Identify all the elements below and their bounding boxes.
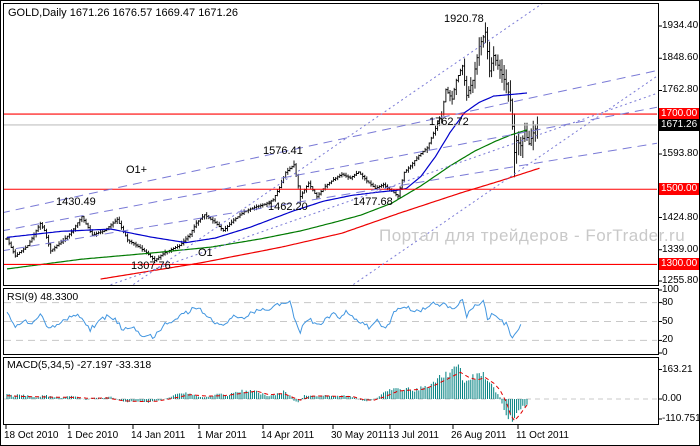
price-tick-label: 1339.00 <box>662 243 699 255</box>
price-level-label: 1671.26 <box>659 118 699 131</box>
price-tick-label: 1762.80 <box>662 84 699 96</box>
rsi-indicator-label: RSI(9) 48.3300 <box>7 291 79 303</box>
price-tick-label: 1934.40 <box>662 20 699 31</box>
watermark: Портал для трейдеров - ForTrader.ru <box>379 226 686 245</box>
date-tick-label: 1 Mar 2011 <box>197 430 247 441</box>
chart-annotation[interactable]: 1462.20 <box>268 201 308 213</box>
date-tick-label: 26 Aug 2011 <box>451 430 507 441</box>
macd-indicator-label: MACD(5,34,5) -27.197 -33.318 <box>7 359 152 371</box>
date-tick-label: 13 Jul 2011 <box>388 430 439 441</box>
rsi-tick-label: 50 <box>662 315 674 327</box>
price-tick-label: 1255.80 <box>662 275 699 287</box>
chart-annotation[interactable]: 1576.41 <box>263 145 303 157</box>
chart-annotation[interactable]: 1307.76 <box>131 260 171 272</box>
rsi-tick-label: 0 <box>662 347 668 358</box>
chart-annotation[interactable]: 1920.78 <box>444 13 484 25</box>
price-tick-label: 1424.80 <box>662 211 699 223</box>
rsi-tick-label: 100 <box>662 284 679 295</box>
rsi-tick-label: 80 <box>662 296 674 308</box>
chart-annotation[interactable]: 1477.68 <box>353 196 393 208</box>
price-level-label: 1300.00 <box>659 258 699 271</box>
rsi-tick-label: 20 <box>662 334 674 346</box>
price-level-label: 1700.00 <box>659 108 699 121</box>
chart-annotation[interactable]: 1430.49 <box>56 196 96 208</box>
date-tick-label: 30 May 2011 <box>331 430 389 441</box>
price-tick-label: 1848.60 <box>662 52 699 64</box>
date-tick-label: 11 Oct 2011 <box>516 430 569 441</box>
macd-tick-label: -110.751 <box>662 413 700 424</box>
chart-annotation[interactable]: O1 <box>198 247 213 259</box>
chart-title: GOLD,Daily 1671.26 1676.57 1669.47 1671.… <box>8 7 238 19</box>
main-chart-panel[interactable] <box>3 3 659 286</box>
macd-tick-label: 163.21 <box>662 363 693 375</box>
date-tick-label: 1 Dec 2010 <box>67 430 119 441</box>
date-tick-label: 14 Apr 2011 <box>261 430 315 441</box>
price-level-label: 1500.00 <box>659 183 699 196</box>
macd-panel[interactable] <box>3 357 659 425</box>
date-tick-label: 18 Oct 2010 <box>4 430 59 441</box>
date-tick-label: 14 Jan 2011 <box>131 430 186 441</box>
macd-tick-label: 0.00 <box>662 393 682 404</box>
price-tick-label: 1593.80 <box>662 147 699 159</box>
chart-annotation[interactable]: O1+ <box>126 164 148 176</box>
chart-annotation[interactable]: 1762.72 <box>429 116 469 128</box>
